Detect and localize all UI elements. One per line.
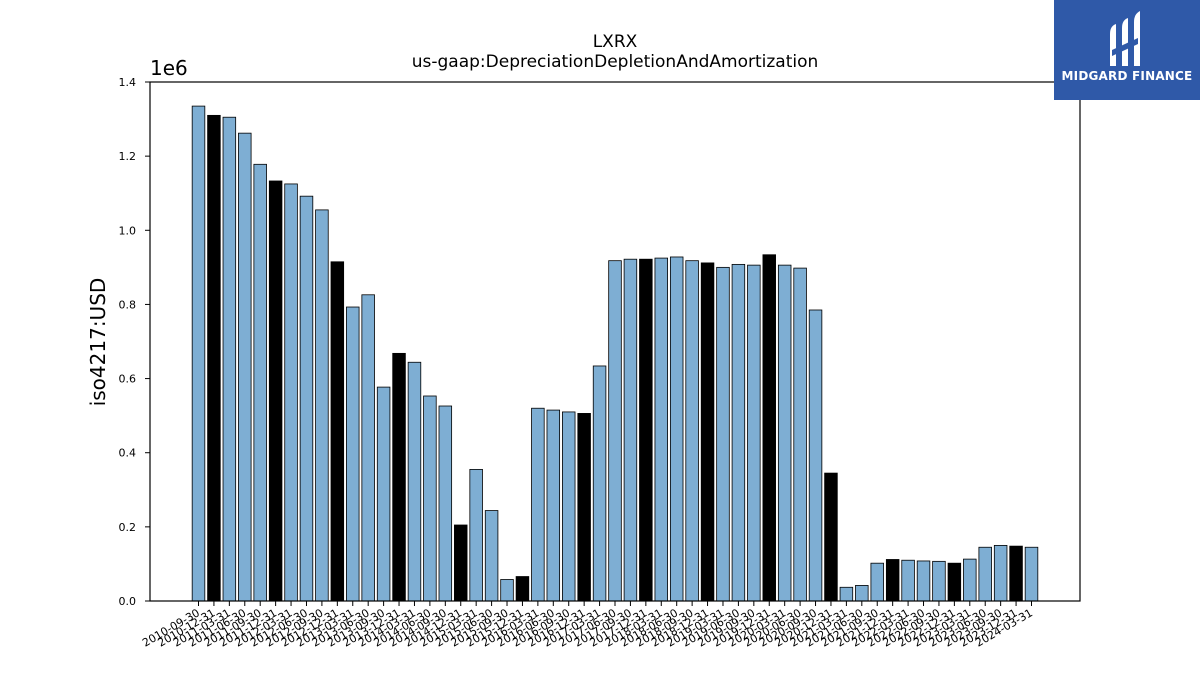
y-tick-label: 1.0 bbox=[119, 224, 137, 237]
bar-2024-03-31 bbox=[1024, 546, 1039, 602]
bar-2015-12-31 bbox=[515, 576, 530, 602]
bar-2018-06-30 bbox=[669, 256, 684, 602]
bar-2022-09-30 bbox=[932, 560, 946, 602]
plot-frame bbox=[149, 81, 1081, 602]
bar-2016-12-31 bbox=[577, 413, 591, 602]
y-scale-label: 1e6 bbox=[150, 56, 188, 80]
brand-name: MIDGARD FINANCE bbox=[1061, 69, 1193, 83]
bar-2020-12-31 bbox=[824, 472, 838, 602]
y-tick-label: 0.4 bbox=[119, 447, 137, 460]
bar-2021-03-31 bbox=[839, 586, 854, 602]
y-tick-label: 0.6 bbox=[119, 373, 137, 386]
x-axis: 2010-09-302010-12-312011-03-312011-06-30… bbox=[140, 601, 1035, 650]
y-tick-label: 0.0 bbox=[119, 595, 137, 608]
bar-2018-12-31 bbox=[700, 262, 715, 602]
bar-2013-12-31 bbox=[392, 352, 406, 602]
bar-2020-03-31 bbox=[777, 264, 792, 602]
bar-2023-09-30 bbox=[993, 544, 1008, 602]
y-tick-label: 1.2 bbox=[119, 150, 137, 163]
bar-2014-03-31 bbox=[407, 361, 422, 602]
bar-2019-09-30 bbox=[747, 264, 761, 602]
bar-2021-06-30 bbox=[855, 585, 869, 602]
bars-group bbox=[191, 105, 1039, 602]
bar-2015-09-30 bbox=[500, 579, 514, 602]
bar-2015-03-31 bbox=[469, 468, 483, 602]
brand-logo: MIDGARD FINANCE bbox=[1054, 0, 1200, 100]
bar-2022-06-30 bbox=[916, 560, 931, 602]
midgard-logo-icon bbox=[1110, 11, 1140, 66]
bar-2019-03-31 bbox=[716, 266, 730, 602]
chart-subtitle: us-gaap:DepreciationDepletionAndAmortiza… bbox=[411, 52, 819, 72]
bar-2021-12-31 bbox=[885, 559, 900, 602]
bar-2017-12-31 bbox=[639, 258, 653, 602]
bar-2020-09-30 bbox=[808, 309, 823, 602]
bar-2014-06-30 bbox=[423, 395, 437, 602]
bar-2018-03-31 bbox=[654, 257, 669, 602]
bar-2011-12-31 bbox=[268, 180, 283, 602]
bar-2021-09-30 bbox=[870, 562, 884, 602]
bar-2019-06-30 bbox=[731, 263, 746, 602]
bar-2011-03-31 bbox=[222, 116, 237, 602]
bar-2015-06-30 bbox=[484, 510, 499, 602]
bar-2018-09-30 bbox=[685, 260, 699, 602]
y-tick-label: 0.2 bbox=[119, 521, 137, 534]
bar-2016-03-31 bbox=[531, 407, 545, 602]
bar-2012-09-30 bbox=[315, 209, 329, 602]
bar-2022-03-31 bbox=[901, 559, 915, 602]
y-tick-label: 1.4 bbox=[119, 76, 137, 89]
bar-2013-06-30 bbox=[361, 294, 375, 602]
bar-2014-12-31 bbox=[454, 524, 468, 602]
bar-2011-09-30 bbox=[253, 163, 267, 602]
bar-2014-09-30 bbox=[438, 405, 453, 602]
bar-2017-03-31 bbox=[592, 365, 607, 602]
bar-2010-09-30 bbox=[191, 105, 206, 602]
bar-2017-06-30 bbox=[608, 260, 622, 602]
bar-2012-12-31 bbox=[330, 261, 345, 602]
bar-2011-06-30 bbox=[238, 132, 252, 602]
bar-2022-12-31 bbox=[947, 562, 962, 602]
bar-2010-12-31 bbox=[207, 114, 221, 602]
chart-title: LXRX bbox=[592, 32, 638, 52]
bar-2012-03-31 bbox=[284, 183, 298, 602]
bar-2013-09-30 bbox=[376, 386, 391, 602]
bar-2023-06-30 bbox=[978, 546, 992, 602]
bar-2020-06-30 bbox=[793, 267, 807, 602]
bar-2016-09-30 bbox=[561, 411, 576, 602]
bar-2023-03-31 bbox=[963, 558, 977, 602]
bar-2017-09-30 bbox=[623, 258, 638, 602]
y-tick-label: 0.8 bbox=[119, 298, 137, 311]
bar-2016-06-30 bbox=[546, 409, 561, 602]
bar-2013-03-31 bbox=[346, 306, 360, 602]
bar-2012-06-30 bbox=[299, 195, 314, 602]
bar-2019-12-31 bbox=[762, 254, 776, 602]
bar-2023-12-31 bbox=[1009, 545, 1023, 602]
y-axis: 0.0 0.2 0.4 0.6 0.8 1.0 1.2 1.4 bbox=[119, 76, 150, 608]
